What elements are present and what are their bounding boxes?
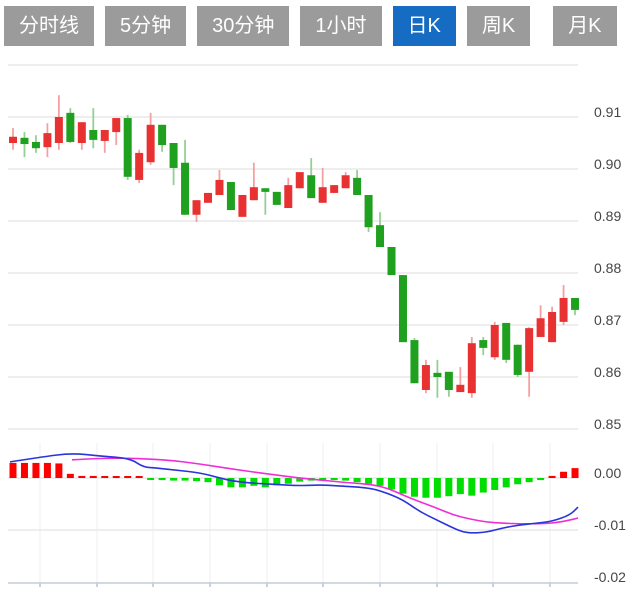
- svg-text:0.90: 0.90: [594, 156, 621, 172]
- dea-line: [71, 457, 579, 525]
- svg-text:0.86: 0.86: [594, 364, 621, 380]
- tab-weekly-k[interactable]: 周K: [466, 6, 531, 46]
- macd-axis-labels: 0.00 -0.01 -0.02: [594, 465, 626, 585]
- svg-text:-0.01: -0.01: [594, 517, 626, 533]
- tab-timeline[interactable]: 分时线: [4, 6, 94, 46]
- period-tab-bar: 分时线 5分钟 30分钟 1小时 日K 周K 月K: [4, 6, 617, 46]
- svg-text:0.88: 0.88: [594, 260, 621, 276]
- svg-text:0.89: 0.89: [594, 208, 621, 224]
- tab-daily-k[interactable]: 日K: [392, 6, 456, 46]
- dif-line: [9, 453, 579, 534]
- tab-monthly-k[interactable]: 月K: [553, 6, 617, 46]
- tab-1hour[interactable]: 1小时: [300, 6, 382, 46]
- svg-text:0.00: 0.00: [594, 465, 621, 481]
- tab-5min[interactable]: 5分钟: [105, 6, 187, 46]
- svg-text:-0.02: -0.02: [594, 569, 626, 585]
- price-axis-labels: 0.91 0.90 0.89 0.88 0.87 0.86 0.85: [594, 104, 621, 432]
- vertical-gridlines: [39, 443, 551, 583]
- candles: [9, 95, 580, 398]
- tab-30min[interactable]: 30分钟: [197, 6, 290, 46]
- svg-text:0.87: 0.87: [594, 312, 621, 328]
- svg-text:0.85: 0.85: [594, 416, 621, 432]
- price-gridlines: [8, 64, 578, 430]
- svg-text:0.91: 0.91: [594, 104, 621, 120]
